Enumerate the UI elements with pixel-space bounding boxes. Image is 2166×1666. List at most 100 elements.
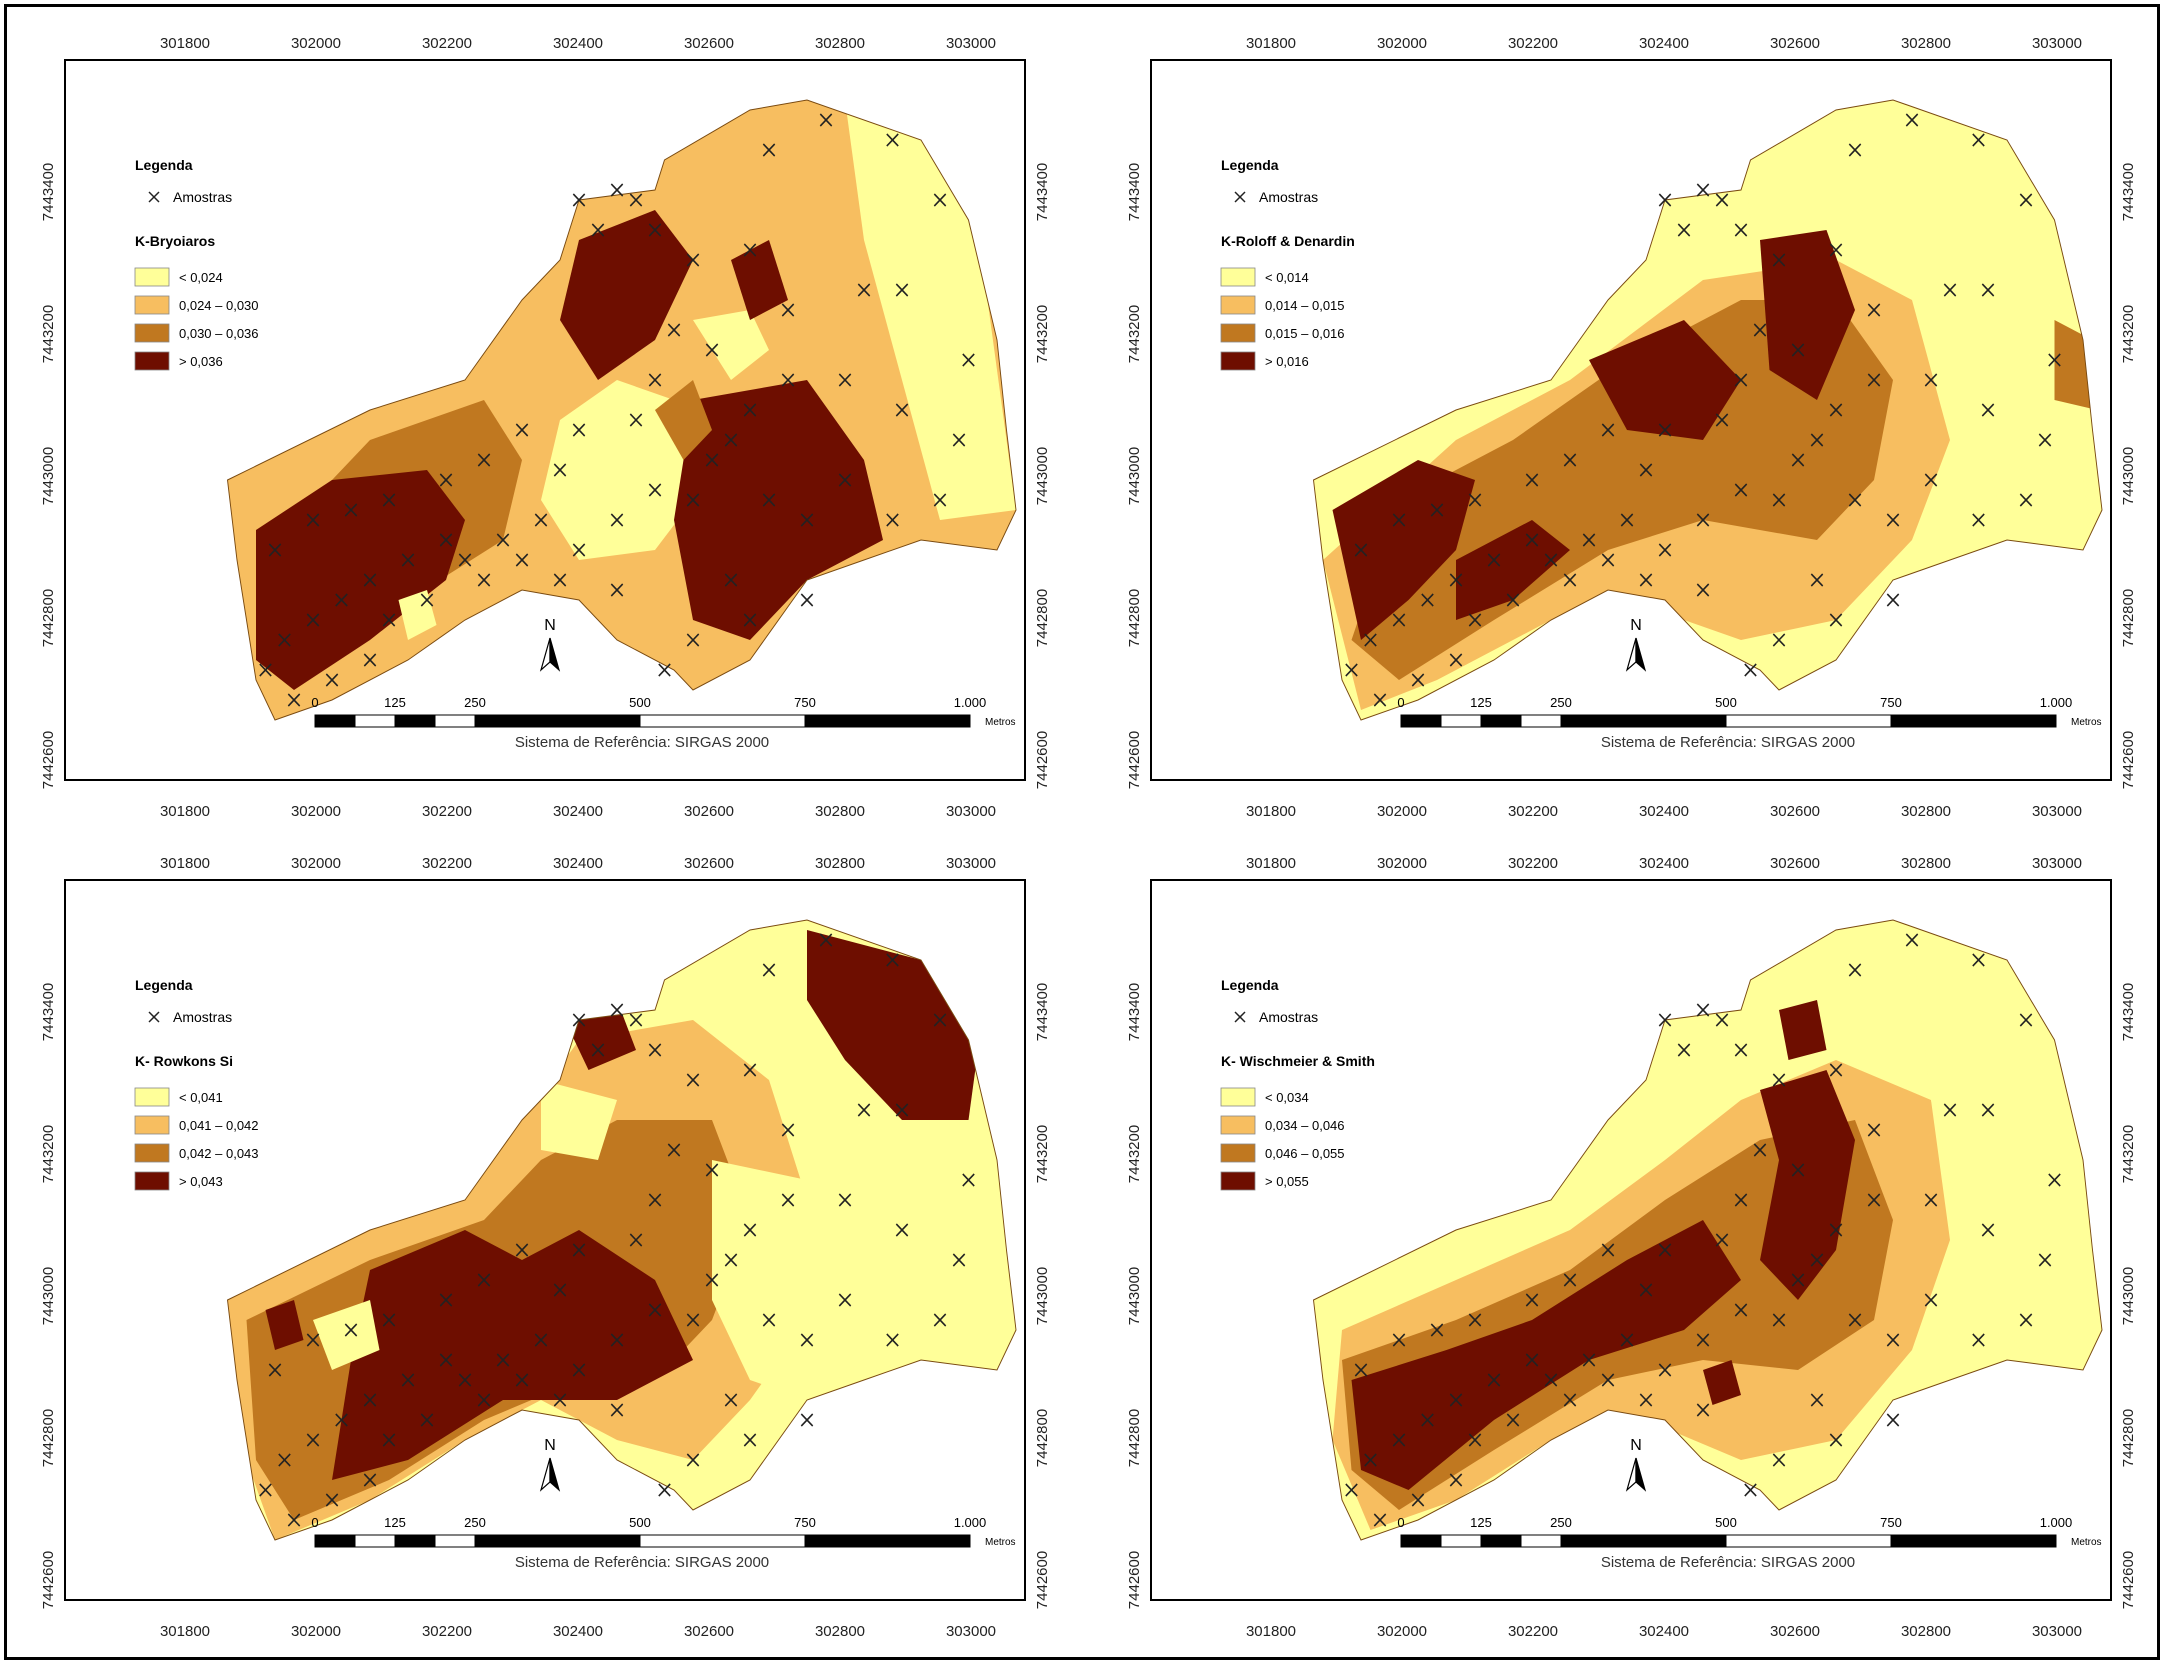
sample-point: [1772, 633, 1786, 647]
sample-point: [1810, 573, 1824, 587]
sample-point: [933, 493, 947, 507]
zone-layer: [226, 919, 1017, 1541]
class-zone-4: [332, 1230, 693, 1480]
class-zone-1: [1912, 940, 2102, 1360]
y-tick-right: 7443400: [2120, 983, 2137, 1041]
sample-point: [610, 1003, 624, 1017]
legend-variable: K- Rowkons Si: [135, 1053, 233, 1069]
sample-point: [1421, 1413, 1434, 1427]
sample-point: [401, 553, 415, 567]
x-tick-bottom: 303000: [2032, 803, 2082, 820]
sample-point: [287, 1513, 301, 1527]
sample-point: [363, 1473, 377, 1487]
sample-point: [1392, 1433, 1406, 1447]
sample-point: [610, 183, 624, 197]
sample-point: [2019, 1013, 2033, 1027]
sample-point: [610, 513, 624, 527]
map-panel-2: 301800 301800 302000 302000 302200 302200 3024…: [1126, 35, 2137, 820]
sample-point: [648, 1303, 662, 1317]
sample-point: [1449, 573, 1463, 587]
x-tick-top: 302400: [553, 855, 603, 872]
legend-swatch-1: [1220, 267, 1256, 287]
x-tick-bottom: 302800: [815, 1623, 865, 1640]
x-tick-top: 301800: [160, 35, 210, 52]
sample-point: [857, 1103, 871, 1117]
sample-point: [325, 673, 339, 687]
sample-point: [1848, 1313, 1862, 1327]
sample-point: [1696, 513, 1710, 527]
scale-label: 250: [1550, 1515, 1572, 1530]
scale-label: 750: [794, 1515, 816, 1530]
x-tick-bottom: 302600: [684, 1623, 734, 1640]
sample-point: [1411, 673, 1425, 687]
x-tick-top: 302600: [684, 35, 734, 52]
sample-point: [1563, 1393, 1577, 1407]
legend-samples-label: Amostras: [173, 1009, 232, 1025]
class-zone-4: [265, 1300, 304, 1350]
sample-point: [306, 1333, 320, 1347]
sample-point: [1544, 553, 1558, 567]
sample-point: [952, 1253, 966, 1267]
sample-point: [1449, 1393, 1463, 1407]
x-tick-bottom: 301800: [160, 1623, 210, 1640]
x-tick-top: 303000: [2032, 35, 2082, 52]
reference-system: Sistema de Referência: SIRGAS 2000: [515, 734, 769, 751]
sample-point: [2048, 353, 2061, 367]
sample-point: [762, 963, 776, 977]
sample-point: [1563, 573, 1577, 587]
sample-point: [572, 193, 586, 207]
sample-point: [1658, 1243, 1672, 1257]
x-tick-bottom: 301800: [1246, 1623, 1296, 1640]
sample-point: [886, 133, 899, 147]
scale-unit: Metros: [2071, 1537, 2102, 1548]
class-zone-4: [1589, 320, 1741, 440]
sample-point: [1829, 403, 1843, 417]
map-panel-4: 301800 301800 302000 302000 302200 302200 3024…: [1126, 855, 2137, 1640]
legend-class-label: < 0,014: [1265, 270, 1309, 285]
scale-bar: 0 125 250 500 750 1.000 Metros Sistema de Refer…: [1397, 695, 2101, 751]
sample-point: [1734, 1043, 1748, 1057]
y-tick-left: 7442800: [40, 1409, 57, 1467]
sample-point: [781, 303, 795, 317]
sample-point: [325, 1493, 339, 1507]
y-tick-right: 7443400: [1034, 163, 1051, 221]
sample-point: [335, 593, 348, 607]
sample-point: [1848, 143, 1862, 157]
class-zone-1: [845, 100, 1017, 520]
class-zone-4: [1332, 460, 1475, 640]
y-tick-left: 7442800: [1126, 1409, 1143, 1467]
y-tick-right: 7442600: [1034, 1551, 1051, 1609]
sample-point: [1506, 1413, 1520, 1427]
sample-point: [1468, 1313, 1482, 1327]
legend-variable: K-Bryoiaros: [135, 233, 215, 249]
sample-point: [705, 453, 719, 467]
scale-label: 250: [1550, 695, 1572, 710]
sample-point: [1582, 533, 1596, 547]
y-tick-right: 7443000: [2120, 1267, 2137, 1325]
sample-point: [1867, 373, 1881, 387]
sample-point: [1430, 503, 1444, 517]
y-tick-left: 7443200: [1126, 305, 1143, 363]
y-tick-left: 7442800: [40, 589, 57, 647]
sample-point: [895, 1103, 909, 1117]
sample-point: [363, 1393, 377, 1407]
sample-point: [1544, 1373, 1558, 1387]
sample-point: [1392, 1333, 1406, 1347]
sample-point: [1525, 533, 1539, 547]
sample-point: [496, 1353, 510, 1367]
y-tick-left: 7443400: [1126, 983, 1143, 1041]
north-label: N: [544, 617, 556, 634]
study-area-boundary: [226, 919, 1017, 1541]
legend-class-label: > 0,016: [1265, 354, 1309, 369]
x-tick-bottom: 302200: [422, 803, 472, 820]
scale-label: 1.000: [954, 1515, 987, 1530]
legend: Legenda Amostras K- Rowkons Si < 0,041 0,041…: [134, 977, 259, 1191]
sample-point: [1449, 653, 1463, 667]
legend-title: Legenda: [1221, 977, 1279, 993]
legend: Legenda Amostras K- Wischmeier & Smith < 0,…: [1220, 977, 1375, 1191]
sample-point: [962, 353, 975, 367]
sample-point: [572, 1013, 586, 1027]
class-zone-4: [1456, 520, 1570, 620]
y-tick-right: 7443200: [1034, 305, 1051, 363]
sample-point: [895, 403, 909, 417]
